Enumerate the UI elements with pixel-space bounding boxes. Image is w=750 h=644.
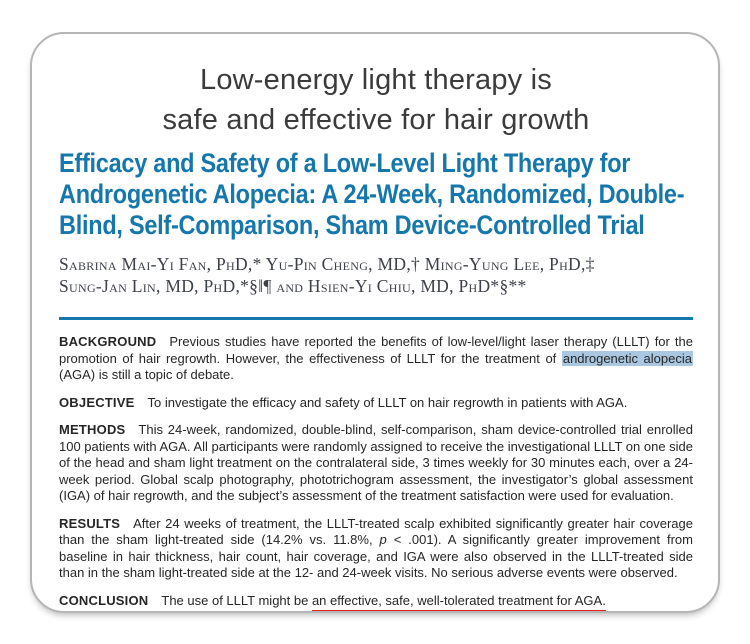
conclusion-label: CONCLUSION bbox=[59, 592, 149, 608]
author-line-2: Sung-Jan Lin, MD, PhD,*§‖¶ and Hsien-Yi … bbox=[59, 276, 527, 296]
abstract-card: Low-energy light therapy is safe and eff… bbox=[30, 32, 720, 613]
headline: Low-energy light therapy is safe and eff… bbox=[59, 60, 693, 140]
background-paragraph: BACKGROUND Previous studies have reported… bbox=[59, 334, 693, 384]
results-paragraph: RESULTS After 24 weeks of treatment, the … bbox=[59, 516, 693, 582]
author-line-1: Sabrina Mai-Yi Fan, PhD,* Yu-Pin Cheng, … bbox=[59, 254, 595, 274]
headline-line-2: safe and effective for hair growth bbox=[162, 104, 590, 136]
background-label: BACKGROUND bbox=[59, 334, 157, 349]
paper-title: Efficacy and Safety of a Low-Level Light… bbox=[59, 148, 685, 241]
objective-text: To investigate the efficacy and safety o… bbox=[147, 394, 628, 410]
highlighted-phrase: androgenetic alopecia bbox=[561, 350, 693, 366]
red-underlined-phrase: an effective, safe, well-tolerated treat… bbox=[311, 592, 606, 611]
objective-paragraph: OBJECTIVE To investigate the efficacy and… bbox=[59, 395, 693, 412]
results-label: RESULTS bbox=[59, 515, 121, 531]
paper-title-line-3: Blind, Self-Comparison, Sham Device-Cont… bbox=[59, 210, 645, 240]
paper-title-line-2: Androgenetic Alopecia: A 24-Week, Random… bbox=[59, 179, 685, 209]
headline-line-1: Low-energy light therapy is bbox=[200, 64, 552, 96]
methods-paragraph: METHODS This 24-week, randomized, double-… bbox=[59, 422, 693, 505]
methods-label: METHODS bbox=[59, 422, 126, 437]
results-text-after: < .001). A significantly greater improve… bbox=[59, 532, 693, 580]
p-value-symbol: p bbox=[379, 532, 387, 547]
methods-text: This 24-week, randomized, double-blind, … bbox=[59, 422, 694, 503]
background-text-after: (AGA) is still a topic of debate. bbox=[59, 367, 234, 382]
conclusion-paragraph: CONCLUSION The use of LLLT might be an ef… bbox=[59, 592, 693, 611]
section-divider-rule bbox=[59, 317, 693, 320]
paper-title-line-1: Efficacy and Safety of a Low-Level Light… bbox=[59, 148, 631, 178]
conclusion-text-before: The use of LLLT might be bbox=[161, 592, 312, 608]
author-list: Sabrina Mai-Yi Fan, PhD,* Yu-Pin Cheng, … bbox=[59, 253, 693, 297]
results-text-before: After 24 weeks of treatment, the LLLT-tr… bbox=[59, 515, 693, 548]
objective-label: OBJECTIVE bbox=[59, 394, 135, 410]
abstract-body: BACKGROUND Previous studies have reported… bbox=[59, 334, 693, 611]
background-text-before: Previous studies have reported the benef… bbox=[59, 334, 693, 366]
